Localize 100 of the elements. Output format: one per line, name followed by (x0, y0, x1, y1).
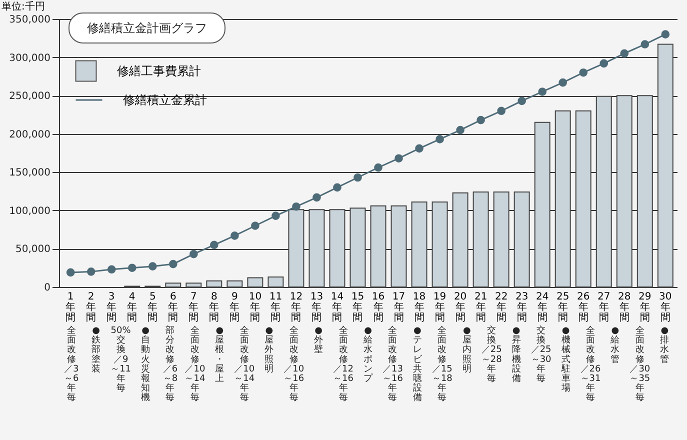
x-tick-label: 14年間 (330, 292, 344, 324)
point (518, 96, 526, 106)
point (168, 260, 178, 268)
bar (247, 277, 264, 288)
point (600, 59, 608, 68)
text: ●屋内照明 (462, 326, 472, 374)
x-tick-label: 20年間 (454, 292, 467, 324)
text: ●屋外照明 (264, 326, 274, 374)
y-tick-label: 50,000 (16, 244, 50, 256)
x-tick-label: 18年間 (412, 292, 426, 324)
x-tick-label: 21年間 (474, 292, 488, 324)
chart-title: 修繕積立金計画グラフ (87, 21, 207, 35)
text: ●昇降機設備 (512, 326, 521, 384)
point (312, 193, 321, 202)
point (497, 106, 506, 116)
bar (452, 192, 468, 288)
point (107, 265, 116, 274)
text: 部分改修／6～8年毎 (162, 325, 178, 404)
bar (186, 282, 202, 288)
x-tick-label: 5年間 (148, 292, 158, 324)
bar (411, 202, 428, 288)
x-tick-label: 17年間 (392, 292, 406, 324)
point (66, 268, 75, 277)
bar (350, 208, 366, 288)
point (251, 222, 260, 230)
x-tick-label: 19年間 (433, 292, 446, 324)
bar (206, 280, 222, 288)
x-tick-label: 1年間 (66, 292, 76, 324)
text: 50%交換／9～11年毎 (110, 326, 132, 394)
x-tick-label: 23年間 (515, 292, 528, 324)
legend-label: 修繕工事費累計 (117, 64, 201, 78)
bar (657, 44, 674, 288)
text: 全面改修／10～14年毎 (184, 325, 206, 404)
text: 交換／25～28年毎 (481, 325, 502, 384)
x-tick-label: 12年間 (290, 292, 303, 324)
x-tick-label: 8年間 (209, 292, 220, 324)
bar (596, 96, 612, 288)
y-axis-title: 単位:千円 (2, 0, 45, 12)
text: ●給水管 (610, 326, 620, 365)
y-tick-label: 350,000 (9, 14, 50, 26)
point (292, 202, 300, 211)
point (640, 40, 650, 48)
text: 全面改修／10～14年毎 (234, 325, 255, 404)
y-tick-label: 100,000 (9, 206, 50, 217)
x-tick-label: 2年間 (86, 292, 96, 324)
bar (288, 209, 304, 288)
text: ●テレビ共聴設備 (412, 326, 423, 404)
y-tick-label: 150,000 (9, 168, 50, 179)
text: 全面改修／26～31年毎 (580, 325, 601, 404)
text: ●外壁 (314, 326, 324, 356)
x-tick-label: 13年間 (310, 292, 324, 324)
y-tick-label: 0 (44, 282, 50, 294)
x-tick-label: 16年間 (372, 292, 385, 324)
bar (514, 192, 530, 288)
bar (329, 209, 346, 288)
point (661, 30, 670, 38)
x-tick-label: 29年間 (638, 292, 652, 324)
text: 全面改修／3～6年毎 (64, 325, 79, 404)
point (354, 173, 362, 182)
text: ●鉄部塗装 (92, 326, 101, 374)
bar (390, 205, 407, 288)
x-tick-label: 10年間 (248, 292, 262, 324)
bar (534, 122, 550, 288)
bar (370, 205, 386, 288)
x-tick-label: 26年間 (577, 292, 590, 324)
bar (493, 192, 510, 288)
point (333, 183, 342, 192)
point (230, 232, 239, 240)
y-tick-label: 300,000 (9, 52, 50, 64)
text: ●排水管 (660, 326, 670, 365)
text: 全面改修／13～16年毎 (382, 325, 404, 404)
point (210, 240, 218, 250)
x-tick-label: 11年間 (269, 292, 282, 324)
point (272, 212, 280, 220)
x-tick-label: 6年間 (168, 292, 178, 324)
x-tick-label: 22年間 (494, 292, 508, 324)
point (436, 135, 444, 144)
x-tick-label: 7年間 (188, 292, 199, 324)
x-tick-label: 27年間 (598, 292, 610, 324)
bar (226, 280, 243, 288)
point (189, 250, 198, 258)
bar (554, 110, 571, 288)
point (476, 116, 485, 124)
x-tick-label: 15年間 (351, 292, 364, 324)
x-tick-label: 3年間 (106, 292, 117, 324)
text: ●屋根・屋上 (215, 326, 224, 384)
point (394, 154, 403, 163)
bar (308, 209, 325, 288)
point (558, 78, 568, 87)
x-tick-label: 24年間 (536, 292, 549, 324)
text: 全面改修／12～16年毎 (333, 325, 354, 404)
point (579, 68, 588, 77)
point (128, 264, 136, 272)
point (374, 163, 382, 172)
text: 交換／25～30年毎 (530, 325, 552, 384)
point (620, 49, 629, 58)
point (538, 88, 547, 96)
point (86, 268, 96, 276)
x-tick-label: 25年間 (556, 292, 570, 324)
bar (165, 282, 182, 288)
